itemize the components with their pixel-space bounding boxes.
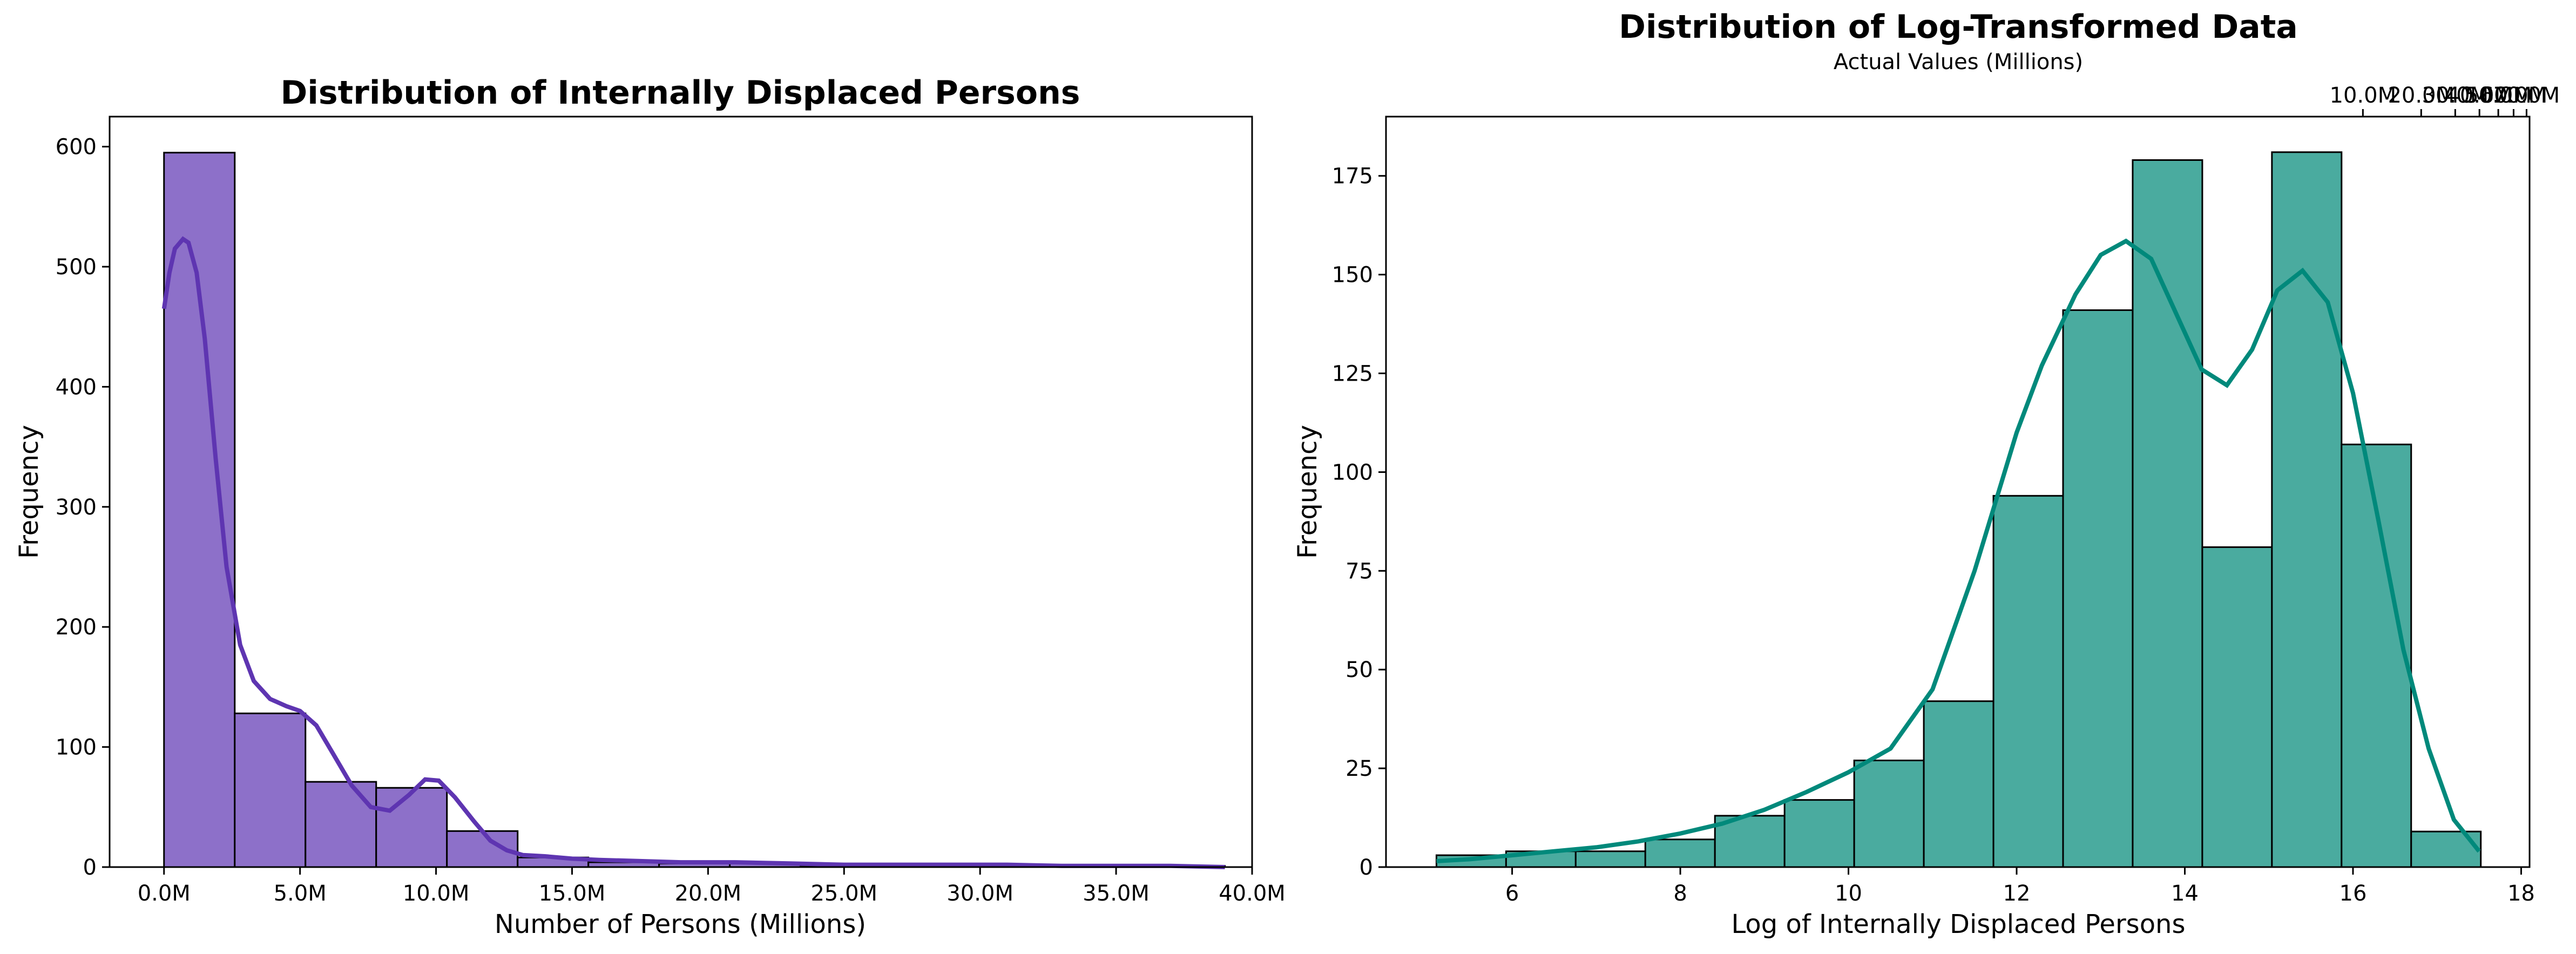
x-tick-label: 14 [2171,881,2199,906]
y-tick-label: 200 [56,615,97,640]
right-chart: Distribution of Log-Transformed Data Act… [1293,8,2560,939]
x-tick-label: 40.0M [1219,881,1286,906]
x-tick-label: 20.0M [675,881,742,906]
y-tick-label: 50 [1346,658,1373,682]
y-tick-label: 0 [83,855,97,880]
histogram-bar [1783,799,1855,868]
top-tick-label: 30.0M [2422,83,2489,108]
x-tick-label: 5.0M [274,881,327,906]
left-x-axis-label: Number of Persons (Millions) [495,909,866,939]
y-tick-label: 0 [1360,855,1373,880]
right-y-axis-label: Frequency [1293,425,1323,559]
top-tick-label: 40.0M [2446,83,2513,108]
right-plot-frame [1385,116,2531,868]
x-tick-label: 8 [1673,881,1687,906]
x-tick-label: 0.0M [138,881,191,906]
x-tick-label: 15.0M [539,881,606,906]
y-tick-label: 100 [1332,460,1373,485]
x-tick-label: 10.0M [403,881,470,906]
x-tick-label: 16 [2340,881,2367,906]
left-kde-curve [161,236,1225,869]
histogram-bar [1644,838,1716,868]
y-tick-label: 300 [56,495,97,520]
x-tick-label: 25.0M [810,881,877,906]
x-tick-label: 10 [1835,881,1862,906]
histogram-bar [2271,151,2343,868]
histogram-bar [2062,309,2134,868]
histogram-bar [2132,159,2203,868]
left-chart: Distribution of Internally Displaced Per… [14,74,1286,939]
right-y-ticks: 0 25 50 75 100 125 150 175 [1332,164,1386,880]
right-bars [1435,151,2482,868]
right-x-ticks: 6 8 10 12 14 16 18 [1505,867,2535,906]
x-tick-label: 12 [2003,881,2031,906]
left-bars [163,152,1226,868]
y-tick-label: 500 [56,255,97,280]
y-tick-label: 25 [1346,756,1373,781]
top-tick-label: 20.0M [2388,83,2455,108]
left-x-ticks: 0.0M 5.0M 10.0M 15.0M 20.0M 25.0M 30.0M 35.0M 40… [138,867,1286,906]
histogram-bar [1992,495,2064,868]
histogram-bar [375,787,448,868]
left-chart-title: Distribution of Internally Displaced Per… [280,74,1080,112]
left-y-axis-label: Frequency [14,425,44,559]
right-chart-title: Distribution of Log-Transformed Data [1619,8,2298,46]
right-kde-curve [1436,238,2481,863]
histogram-bar [1574,850,1646,868]
top-tick-label: 60.0M [2480,83,2547,108]
y-tick-label: 150 [1332,263,1373,288]
y-tick-label: 100 [56,735,97,760]
left-plot-frame [109,116,1253,868]
top-tick-label: 50.0M [2465,83,2532,108]
y-tick-label: 125 [1332,362,1373,387]
y-tick-label: 600 [56,135,97,160]
x-tick-label: 30.0M [946,881,1013,906]
histogram-bar [305,781,377,868]
top-tick-label: 70.0M [2493,83,2560,108]
histogram-bar [234,712,307,868]
y-tick-label: 75 [1346,559,1373,584]
x-tick-label: 35.0M [1083,881,1150,906]
x-tick-label: 6 [1505,881,1519,906]
histogram-bar [2201,546,2273,868]
histogram-bar [163,152,236,868]
x-tick-label: 18 [2507,881,2535,906]
histogram-bar [1853,759,1925,868]
right-top-axis-label: Actual Values (Millions) [1834,50,2083,75]
histogram-bar [1923,700,1994,868]
top-tick-label: 10.0M [2330,83,2397,108]
right-x-axis-label: Log of Internally Displaced Persons [1732,909,2186,939]
y-tick-label: 175 [1332,164,1373,189]
y-tick-label: 400 [56,375,97,400]
left-y-ticks: 0 100 200 300 400 500 600 [56,135,110,880]
